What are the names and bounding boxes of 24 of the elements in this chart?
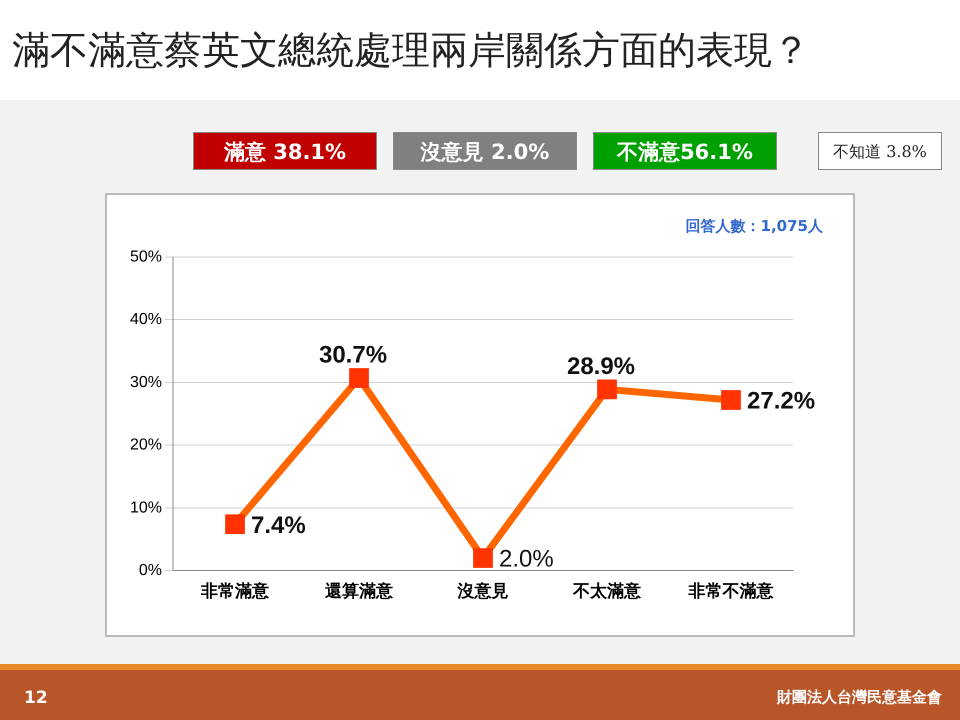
text: 回答人數：1,075人 — [686, 217, 823, 236]
text: 不滿意56.1% — [593, 132, 777, 170]
x-tick-label: 還算滿意 — [325, 581, 394, 600]
data-label: 2.0% — [499, 546, 554, 573]
x-tick-label: 非常滿意 — [200, 581, 270, 600]
text: 財團法人台灣民意基金會 — [777, 688, 942, 707]
y-tick-label: 50% — [130, 248, 162, 266]
y-tick-label: 30% — [130, 374, 162, 391]
text: 不知道 3.8% — [818, 132, 942, 170]
y-tick-label: 10% — [130, 499, 162, 516]
text: 12 — [24, 688, 48, 708]
x-tick-label: 不太滿意 — [572, 581, 642, 600]
chart-title: 滿不滿意蔡英文總統處理兩岸關係方面的表現？ — [0, 0, 960, 100]
y-tick-label: 0% — [138, 562, 162, 580]
data-label: 27.2% — [747, 388, 816, 415]
x-tick-label: 非常不滿意 — [688, 581, 774, 600]
x-tick-label: 沒意見 — [456, 581, 509, 600]
y-tick-label: 20% — [130, 436, 162, 454]
data-label: 30.7% — [318, 342, 388, 369]
y-tick-label: 40% — [130, 311, 162, 328]
text: 滿意 38.1% — [193, 132, 377, 170]
data-label: 7.4% — [251, 512, 306, 539]
data-label: 28.9% — [566, 352, 636, 380]
text: 沒意見 2.0% — [393, 132, 577, 170]
